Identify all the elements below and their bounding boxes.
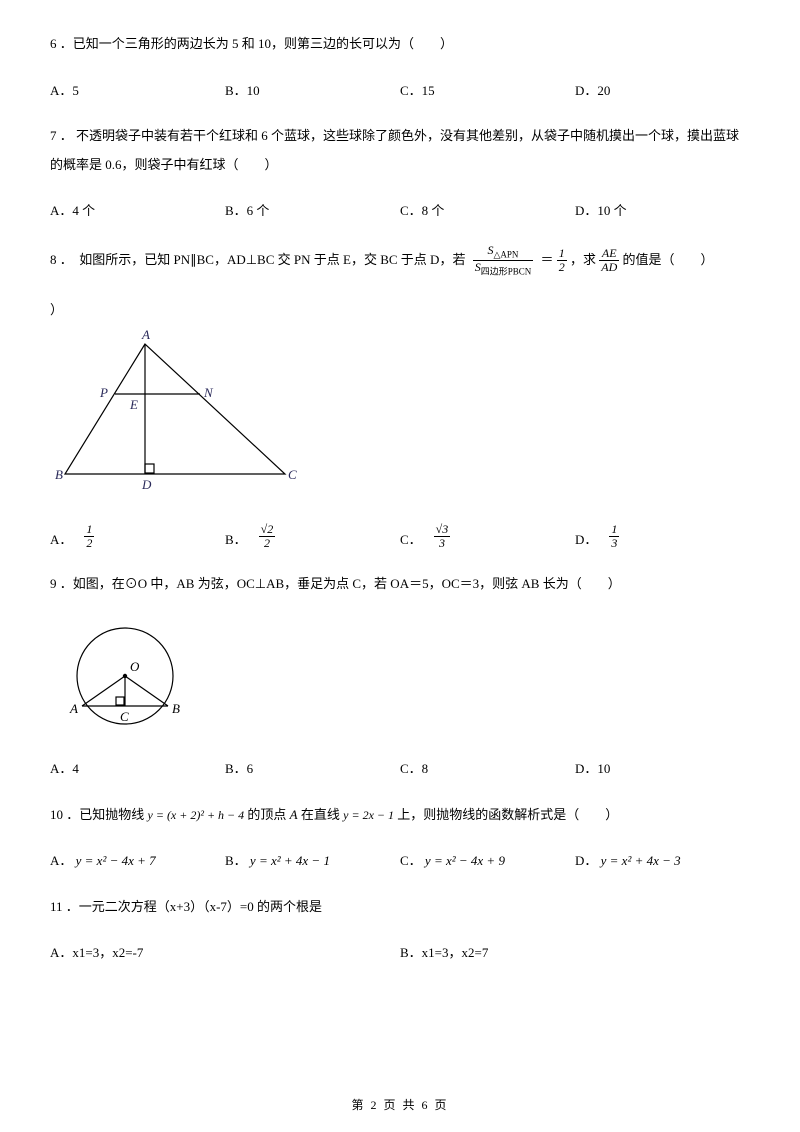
q6-choice-d: D．20 [575, 81, 750, 101]
q8-choice-a-frac: 1 2 [84, 523, 94, 550]
q10-pre: 10 ．已知抛物线 [50, 807, 144, 822]
svg-text:A: A [69, 701, 78, 716]
q10-expr1: y = (x + 2)² + h − 4 [148, 802, 245, 828]
q7-text: 7 ． 不透明袋子中装有若干个红球和 6 个蓝球，这些球除了颜色外，没有其他差别… [50, 128, 739, 172]
q8-eq: ＝ [540, 252, 553, 267]
svg-text:D: D [141, 477, 152, 492]
q10-choice-d: D． y = x² + 4x − 3 [575, 851, 750, 871]
q8-tailparen: ） [50, 300, 750, 320]
q8-pre: 8 ． 如图所示，已知 PN∥BC，AD⊥BC 交 PN 于点 E，交 BC 于… [50, 252, 465, 267]
svg-text:O: O [130, 659, 140, 674]
q10-vA: A [290, 807, 298, 822]
question-11: 11 ．一元二次方程（x+3）（x-7）=0 的两个根是 [50, 893, 750, 922]
q6-choice-b: B．10 [225, 81, 400, 101]
q7-choice-b: B．6 个 [225, 201, 400, 221]
question-8: 8 ． 如图所示，已知 PN∥BC，AD⊥BC 交 PN 于点 E，交 BC 于… [50, 243, 750, 278]
q6-choice-c: C．15 [400, 81, 575, 101]
q10-post: 上，则抛物线的函数解析式是（ ） [397, 807, 618, 822]
svg-text:B: B [172, 701, 180, 716]
q11-text: 11 ．一元二次方程（x+3）（x-7）=0 的两个根是 [50, 899, 322, 914]
q11-choices: A．x1=3，x2=-7 B．x1=3，x2=7 [50, 943, 750, 963]
q9-choice-a: A．4 [50, 759, 225, 779]
q9-figure: O A B C [50, 621, 750, 742]
svg-text:E: E [129, 397, 138, 412]
q9-choices: A．4 B．6 C．8 D．10 [50, 759, 750, 779]
svg-text:A: A [141, 329, 150, 342]
question-9: 9 ．如图，在⊙O 中，AB 为弦，OC⊥AB，垂足为点 C，若 OA＝5，OC… [50, 570, 750, 599]
question-10: 10 ．已知抛物线 y = (x + 2)² + h − 4 的顶点 A 在直线… [50, 801, 750, 830]
q6-choices: A．5 B．10 C．15 D．20 [50, 81, 750, 101]
q6-choice-a: A．5 [50, 81, 225, 101]
q10-choice-b: B． y = x² + 4x − 1 [225, 851, 400, 871]
svg-text:C: C [288, 467, 297, 482]
q8-aead: AE AD [599, 247, 619, 274]
q9-choice-b: B．6 [225, 759, 400, 779]
q10-choice-c: C． y = x² − 4x + 9 [400, 851, 575, 871]
q10-expr2: y = 2x − 1 [343, 802, 394, 828]
q8-post: 的值是（ ） [623, 252, 714, 267]
q8-choice-b-label: B． [225, 530, 247, 550]
q10-mid1: 的顶点 [247, 807, 286, 822]
q7-choices: A．4 个 B．6 个 C．8 个 D．10 个 [50, 201, 750, 221]
q11-choice-b: B．x1=3，x2=7 [400, 943, 750, 963]
question-7: 7 ． 不透明袋子中装有若干个红球和 6 个蓝球，这些球除了颜色外，没有其他差别… [50, 122, 750, 179]
q8-choice-c-label: C． [400, 530, 422, 550]
q8-choice-c-frac: √3 3 [434, 523, 451, 550]
q8-choices: A． 1 2 B． √2 2 C． √3 3 D． 1 3 [50, 523, 750, 550]
q8-choice-b-frac: √2 2 [259, 523, 276, 550]
svg-text:P: P [99, 385, 108, 400]
q8-mid: ，求 [570, 252, 596, 267]
q10-choices: A． y = x² − 4x + 7 B． y = x² + 4x − 1 C．… [50, 851, 750, 871]
q7-choice-d: D．10 个 [575, 201, 750, 221]
q6-text: 6 ．已知一个三角形的两边长为 5 和 10，则第三边的长可以为（ ） [50, 36, 453, 51]
question-6: 6 ．已知一个三角形的两边长为 5 和 10，则第三边的长可以为（ ） [50, 30, 750, 59]
q9-choice-d: D．10 [575, 759, 750, 779]
q8-choice-d-label: D． [575, 530, 597, 550]
q11-choice-a: A．x1=3，x2=-7 [50, 943, 400, 963]
q8-half: 1 2 [557, 247, 567, 274]
q7-choice-a: A．4 个 [50, 201, 225, 221]
q8-ratio: S△APN S四边形PBCN [473, 244, 534, 278]
q8-choice-a-label: A． [50, 530, 72, 550]
q8-choice-d-frac: 1 3 [609, 523, 619, 550]
svg-text:C: C [120, 709, 129, 724]
q7-choice-c: C．8 个 [400, 201, 575, 221]
q10-choice-a: A． y = x² − 4x + 7 [50, 851, 225, 871]
q9-text: 9 ．如图，在⊙O 中，AB 为弦，OC⊥AB，垂足为点 C，若 OA＝5，OC… [50, 576, 621, 591]
q10-mid2: 在直线 [301, 807, 340, 822]
svg-text:N: N [203, 385, 214, 400]
page-footer: 第 2 页 共 6 页 [0, 1096, 800, 1114]
q9-choice-c: C．8 [400, 759, 575, 779]
q8-figure: A B C D P N E [50, 329, 750, 505]
svg-text:B: B [55, 467, 63, 482]
